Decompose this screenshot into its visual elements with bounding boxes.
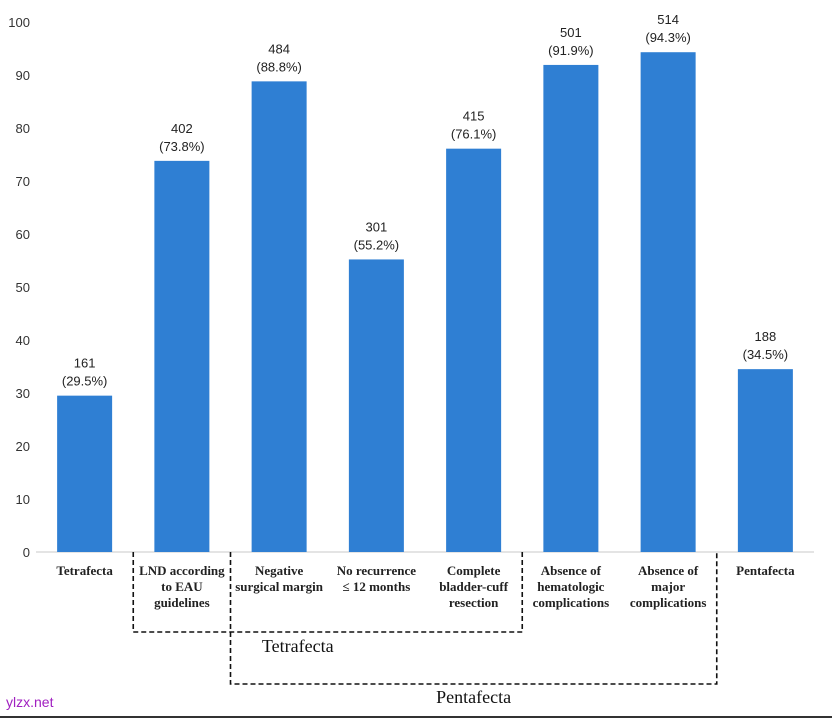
x-tick-label: to EAU	[161, 579, 203, 594]
bar	[251, 81, 307, 553]
group-brackets: Tetrafecta Pentafecta	[132, 552, 718, 707]
y-tick-label: 100	[8, 15, 30, 30]
y-tick-label: 50	[16, 280, 30, 295]
bar-count-label: 501	[560, 25, 582, 40]
y-tick-label: 70	[16, 174, 30, 189]
bar-percent-label: (55.2%)	[354, 237, 400, 252]
y-tick-label: 60	[16, 227, 30, 242]
y-tick-label: 90	[16, 68, 30, 83]
x-tick-label: complications	[533, 595, 610, 610]
bar	[348, 259, 404, 552]
x-tick-label: Absence of	[541, 563, 602, 578]
y-tick-label: 30	[16, 386, 30, 401]
x-tick-label: LND according	[139, 563, 225, 578]
bracket-label: Tetrafecta	[262, 636, 334, 656]
x-tick-label: Tetrafecta	[56, 563, 113, 578]
x-tick-label: guidelines	[154, 595, 210, 610]
x-tick-label: Absence of	[638, 563, 699, 578]
x-tick-label: surgical margin	[235, 579, 324, 594]
bracket-line	[229, 552, 718, 685]
bar-percent-label: (29.5%)	[62, 374, 108, 389]
x-tick-label: resection	[449, 595, 499, 610]
x-tick-label: ≤ 12 months	[342, 579, 410, 594]
bar	[737, 369, 793, 552]
bar-count-label: 415	[463, 109, 485, 124]
bar-count-label: 161	[74, 356, 96, 371]
bar-count-label: 301	[366, 219, 388, 234]
bar-count-label: 514	[657, 12, 679, 27]
x-tick-label: No recurrence	[337, 563, 417, 578]
bar-percent-label: (73.8%)	[159, 139, 205, 154]
bracket-label: Pentafecta	[436, 687, 511, 707]
bar	[640, 52, 696, 553]
bracket-line	[132, 552, 524, 633]
y-tick-label: 20	[16, 439, 30, 454]
bar-percent-label: (91.9%)	[548, 43, 594, 58]
data-labels: 161 (29.5%) 402 (73.8%) 484 (88.8%) 301 (55.2%)…	[62, 12, 788, 388]
y-axis: 0 10 20 30 40 50 60 70 80 90 100	[8, 15, 814, 560]
y-tick-label: 80	[16, 121, 30, 136]
x-tick-label: major	[651, 579, 685, 594]
bar	[57, 395, 113, 552]
y-tick-label: 40	[16, 333, 30, 348]
watermark-text: ylzx.net	[6, 694, 54, 710]
bars	[57, 52, 793, 553]
bar-count-label: 188	[755, 329, 777, 344]
bar-percent-label: (94.3%)	[645, 30, 691, 45]
bar-percent-label: (88.8%)	[256, 59, 302, 74]
y-tick-label: 10	[16, 492, 30, 507]
bar-percent-label: (34.5%)	[743, 347, 789, 362]
bar-count-label: 484	[268, 41, 290, 56]
bar-count-label: 402	[171, 121, 193, 136]
x-tick-label: Pentafecta	[736, 563, 795, 578]
y-tick-label: 0	[23, 545, 30, 560]
bar	[154, 160, 210, 553]
x-tick-label: Complete	[447, 563, 501, 578]
bar-percent-label: (76.1%)	[451, 127, 497, 142]
bar	[543, 64, 599, 553]
x-tick-label: Negative	[255, 563, 304, 578]
x-tick-label: bladder-cuff	[439, 579, 509, 594]
bar	[446, 148, 502, 553]
bottom-border	[0, 716, 832, 718]
x-tick-label: hematologic	[537, 579, 604, 594]
x-tick-label: complications	[630, 595, 707, 610]
